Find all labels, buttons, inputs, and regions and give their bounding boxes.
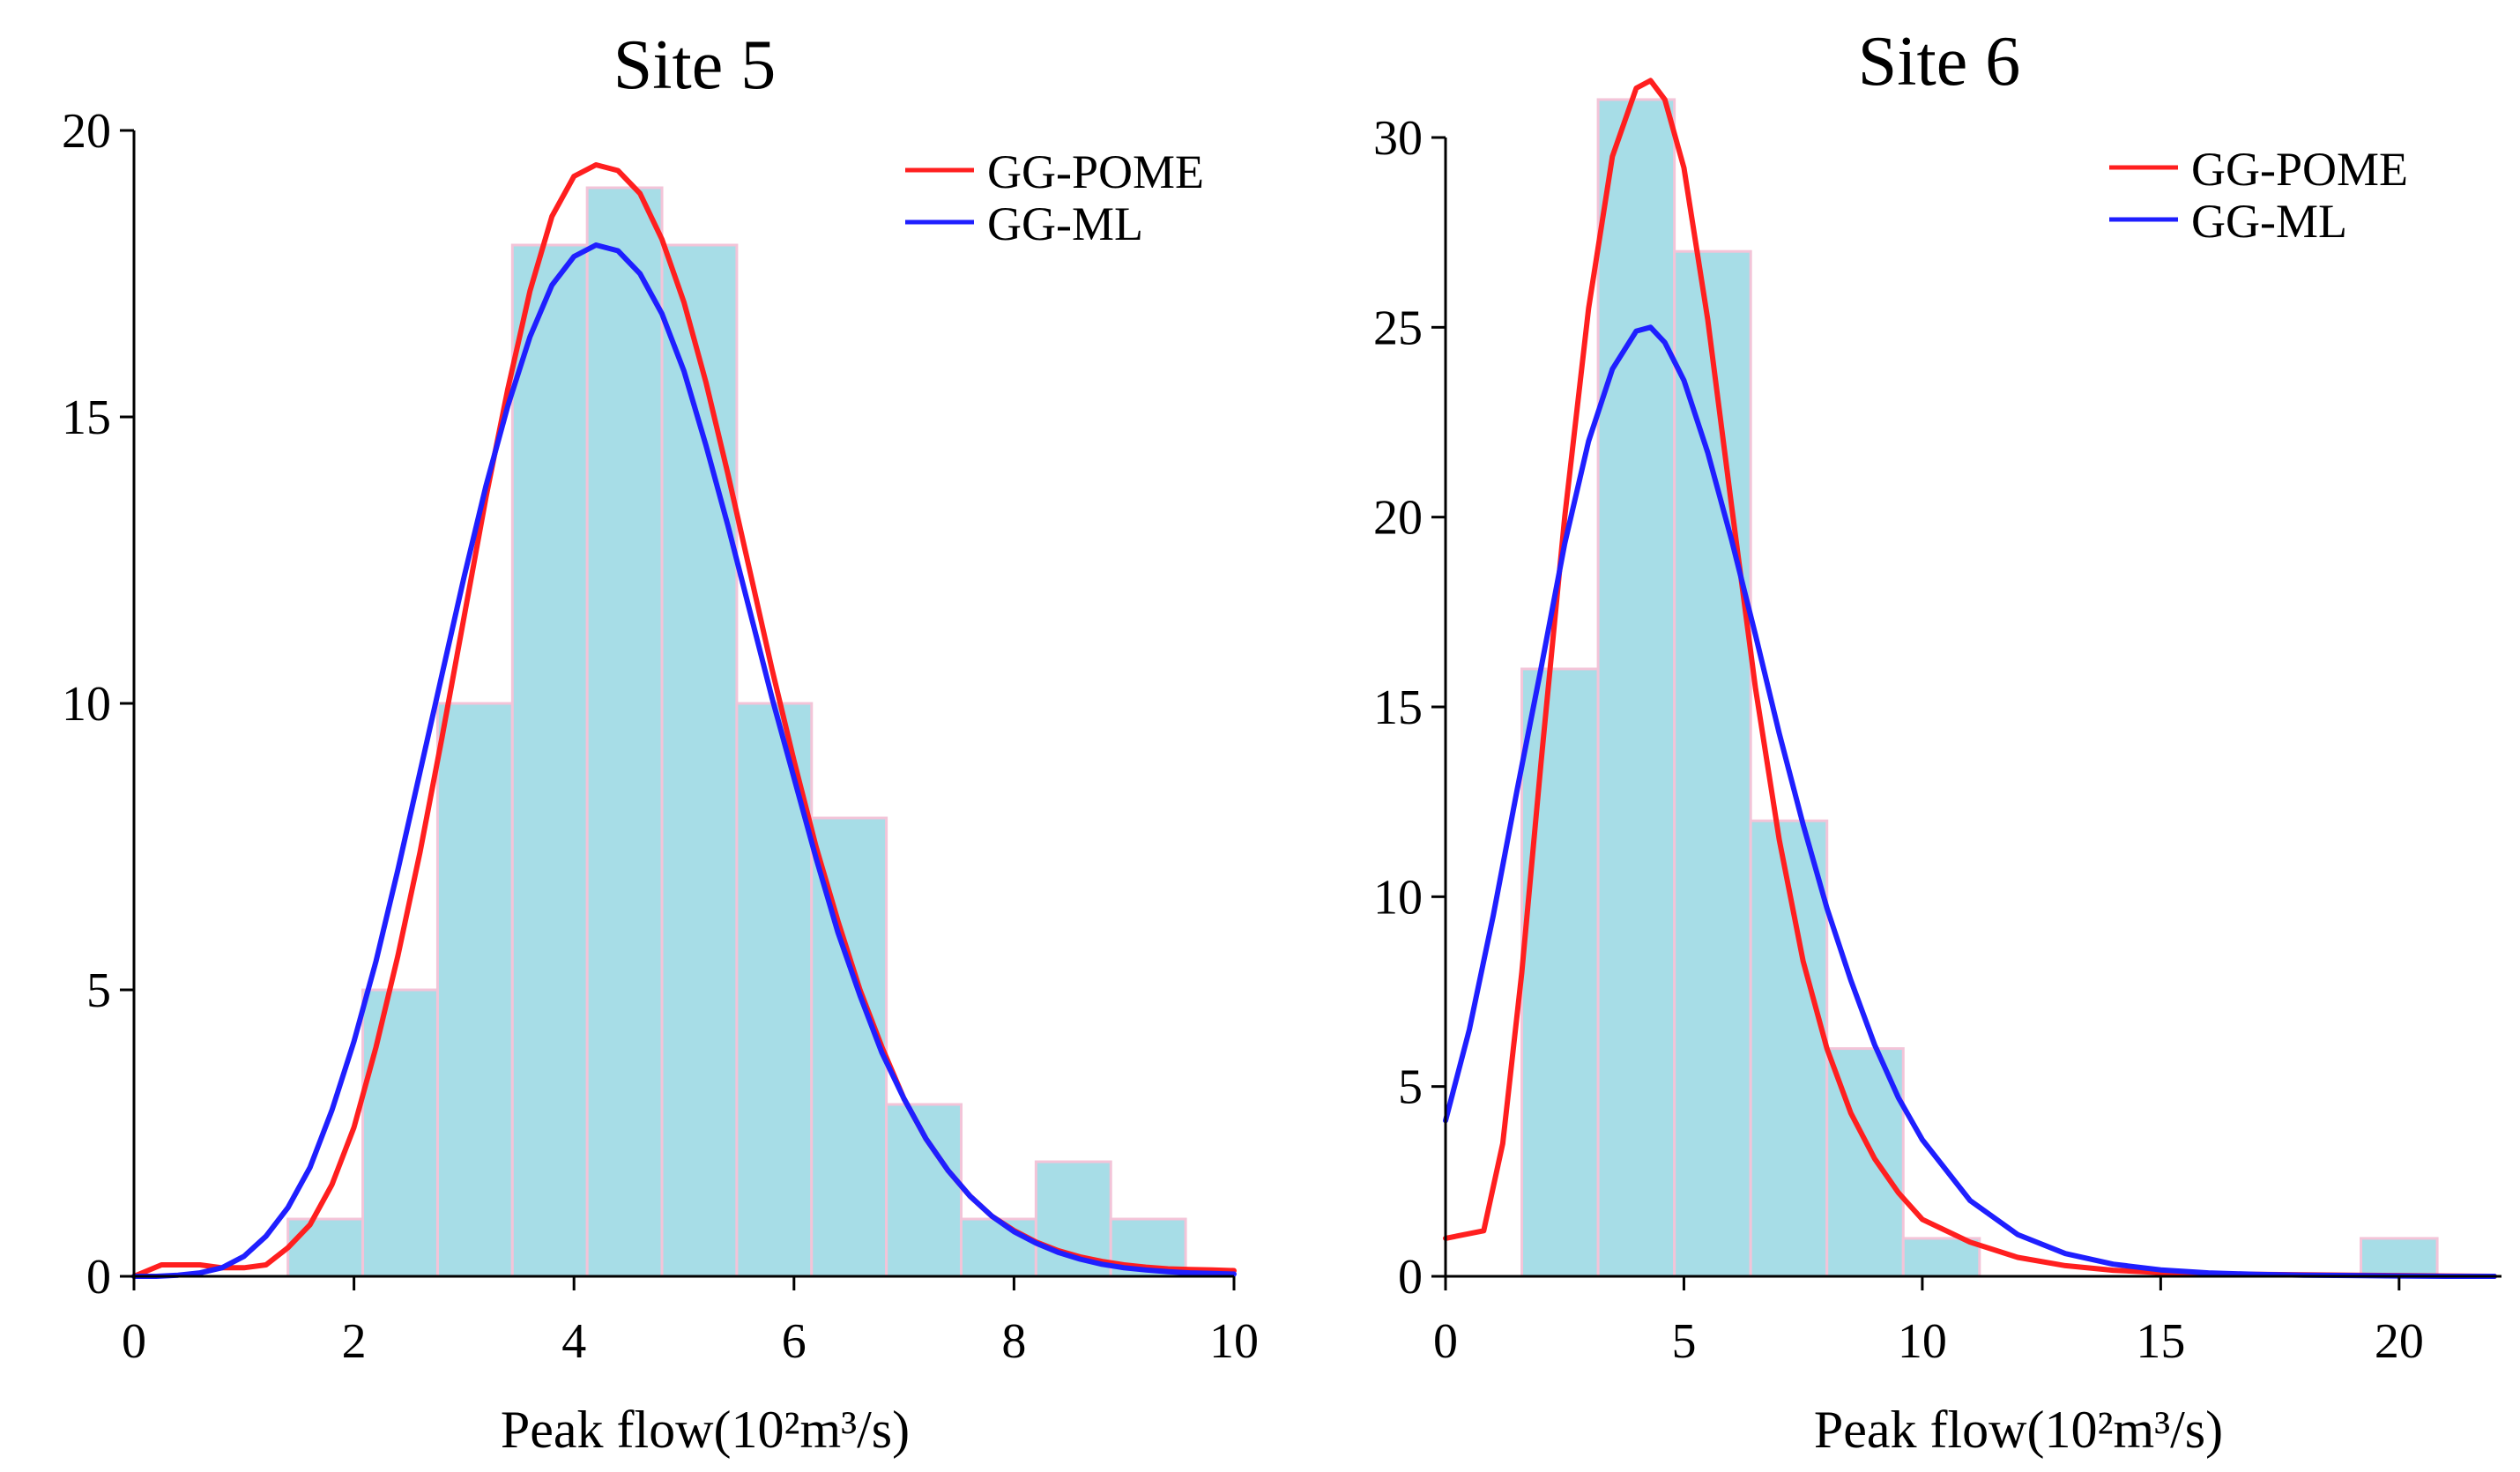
x-tick-label: 8 (1001, 1314, 1026, 1369)
x-tick-label: 6 (782, 1314, 807, 1369)
y-tick-label: 25 (1373, 301, 1423, 355)
y-tick-label: 10 (62, 677, 111, 732)
y-tick-label: 0 (86, 1250, 111, 1305)
legend-label-gg-ml: GG-ML (987, 197, 1143, 250)
x-ticks: 0 2 4 6 8 10 (122, 1276, 1259, 1369)
histogram-bar (361, 988, 439, 1278)
curve-gg-ml (1443, 324, 2497, 1279)
y-tick-label: 30 (1373, 111, 1423, 166)
y-tick-label: 5 (1398, 1060, 1423, 1115)
x-tick-label: 5 (1671, 1314, 1696, 1369)
legend-label-gg-ml: GG-ML (2191, 195, 2347, 248)
x-tick-label: 2 (342, 1314, 367, 1369)
histogram-bars (286, 186, 1187, 1278)
fitted-curves (131, 162, 1237, 1279)
histogram-bar (959, 1217, 1037, 1278)
y-tick-label: 5 (86, 963, 111, 1018)
histogram-bar (2360, 1237, 2439, 1278)
x-tick-label: 4 (561, 1314, 586, 1369)
x-tick-label: 15 (2136, 1314, 2185, 1369)
legend-label-gg-pome: GG-POME (2191, 143, 2408, 196)
histogram-bar (1596, 98, 1676, 1278)
y-tick-label: 0 (1398, 1250, 1423, 1305)
chart-title-site-5: Site 5 (613, 26, 776, 104)
x-axis-label: Peak flow(10²m³/s) (501, 1401, 910, 1459)
histogram-bar (1673, 249, 1752, 1278)
histogram-bars (1520, 98, 2439, 1278)
fitted-curves (1443, 78, 2497, 1279)
histogram-bar (1520, 667, 1600, 1278)
histogram-bar (1901, 1237, 1981, 1278)
x-axis-label: Peak flow(10²m³/s) (1814, 1401, 2223, 1459)
y-tick-label: 10 (1373, 870, 1423, 925)
x-tick-label: 10 (1898, 1314, 1947, 1369)
panel-site-5: Site 5 0 5 10 15 20 0 2 4 6 8 10 Peak flow(10²m³/… (62, 26, 1259, 1459)
legend: GG-POME GG-ML (905, 145, 1204, 250)
histogram-bar (585, 186, 664, 1278)
histogram-bar (510, 243, 589, 1278)
legend-label-gg-pome: GG-POME (987, 145, 1204, 198)
y-tick-label: 15 (1373, 680, 1423, 735)
x-ticks: 0 5 10 15 20 (1433, 1276, 2424, 1369)
x-tick-label: 10 (1209, 1314, 1259, 1369)
curve-gg-ml (131, 242, 1237, 1279)
x-tick-label: 20 (2375, 1314, 2424, 1369)
histogram-bar (660, 243, 739, 1278)
y-tick-label: 20 (1373, 491, 1423, 546)
y-ticks: 0 5 10 15 20 (62, 104, 134, 1305)
histogram-bar (435, 702, 514, 1278)
panel-site-6: Site 6 0 5 10 15 20 25 30 0 5 10 15 20 Peak flow(1… (1373, 23, 2501, 1459)
chart-title-site-6: Site 6 (1858, 23, 2020, 100)
legend: GG-POME GG-ML (2109, 143, 2408, 248)
y-ticks: 0 5 10 15 20 25 30 (1373, 111, 1446, 1305)
x-tick-label: 0 (122, 1314, 146, 1369)
histogram-bar (286, 1217, 365, 1278)
y-tick-label: 20 (62, 104, 111, 159)
x-tick-label: 0 (1433, 1314, 1458, 1369)
y-tick-label: 15 (62, 390, 111, 445)
